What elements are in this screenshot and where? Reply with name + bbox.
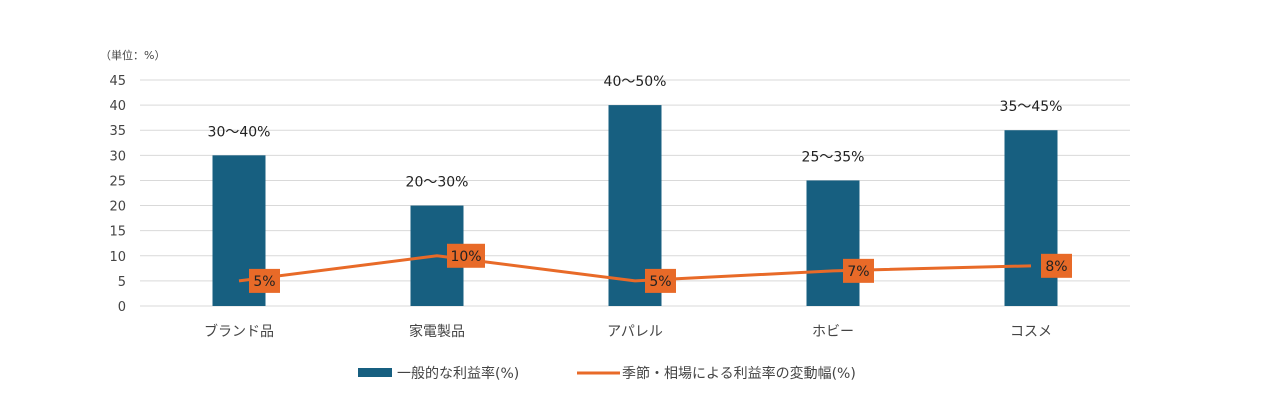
legend-line-label: 季節・相場による利益率の変動幅(%) bbox=[622, 365, 856, 382]
bar-data-label: 30〜40% bbox=[208, 124, 271, 140]
line-data-label: 7% bbox=[847, 264, 869, 280]
line-data-label-box bbox=[249, 268, 280, 293]
legend-bar-swatch bbox=[358, 368, 392, 377]
y-tick-label: 40 bbox=[109, 99, 126, 114]
y-tick-label: 45 bbox=[109, 74, 126, 89]
y-tick-label: 5 bbox=[118, 275, 126, 290]
x-tick-label: ブランド品 bbox=[204, 323, 274, 340]
line-data-label-box bbox=[447, 243, 485, 268]
line-data-label: 10% bbox=[450, 249, 481, 265]
x-tick-label: コスメ bbox=[1010, 324, 1052, 340]
line-data-label: 5% bbox=[649, 274, 671, 290]
y-tick-label: 10 bbox=[109, 250, 126, 265]
y-tick-label: 0 bbox=[118, 300, 126, 315]
y-tick-label: 15 bbox=[109, 225, 126, 240]
line-data-label-box bbox=[645, 268, 676, 293]
y-tick-label: 20 bbox=[109, 200, 126, 215]
unit-note: （単位：%） bbox=[100, 48, 165, 62]
y-tick-label: 35 bbox=[109, 124, 126, 139]
bar bbox=[806, 180, 860, 306]
bar-data-label: 35〜45% bbox=[1000, 99, 1063, 115]
x-tick-label: 家電製品 bbox=[409, 323, 465, 340]
x-tick-label: ホビー bbox=[812, 324, 854, 340]
x-tick-label: アパレル bbox=[607, 324, 663, 340]
line-data-label: 5% bbox=[253, 274, 275, 290]
y-tick-label: 30 bbox=[109, 149, 126, 164]
bar-data-label: 25〜35% bbox=[802, 149, 865, 165]
bar bbox=[1004, 130, 1058, 306]
y-tick-label: 25 bbox=[109, 174, 126, 189]
line-data-label: 8% bbox=[1045, 259, 1067, 275]
legend-bar-label: 一般的な利益率(%) bbox=[397, 365, 519, 382]
legend: 一般的な利益率(%) 季節・相場による利益率の変動幅(%) bbox=[358, 365, 856, 382]
line-series bbox=[238, 254, 1032, 283]
bar-data-label: 40〜50% bbox=[604, 74, 667, 90]
line-data-label-box bbox=[1041, 253, 1072, 278]
line-data-label-box bbox=[843, 258, 874, 283]
bar-data-label: 20〜30% bbox=[406, 175, 469, 191]
